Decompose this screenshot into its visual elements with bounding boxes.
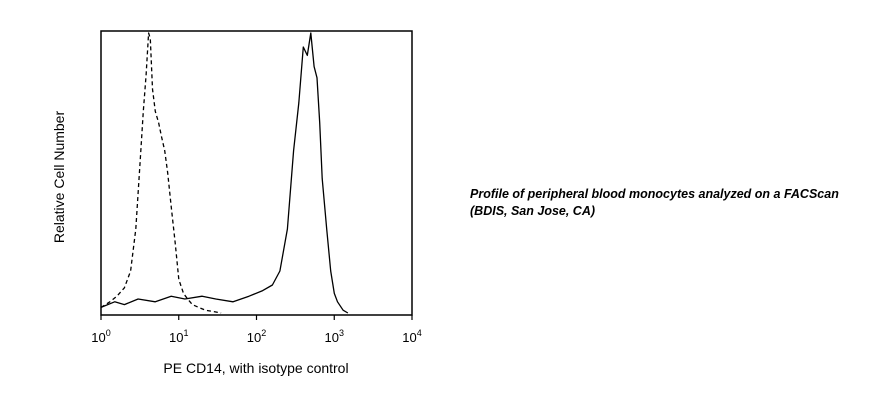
x-tick-label: 103 xyxy=(325,328,344,345)
x-tick-layer: 100 101 102 103 104 xyxy=(91,315,422,345)
x-tick-exponent: 0 xyxy=(106,328,111,338)
x-tick-label: 101 xyxy=(169,328,188,345)
x-tick-base: 10 xyxy=(169,330,183,345)
x-tick-exponent: 1 xyxy=(183,328,188,338)
isotype-control-series xyxy=(100,32,222,314)
x-tick-base: 10 xyxy=(247,330,261,345)
x-tick-exponent: 2 xyxy=(261,328,266,338)
x-tick-label: 100 xyxy=(91,328,110,345)
x-tick-base: 10 xyxy=(402,330,416,345)
series-layer xyxy=(100,32,349,314)
x-tick-base: 10 xyxy=(91,330,105,345)
plot-frame xyxy=(100,30,413,316)
x-tick-exponent: 3 xyxy=(339,328,344,338)
x-tick-label: 104 xyxy=(402,328,421,345)
x-tick-label: 102 xyxy=(247,328,266,345)
pe-cd14-series xyxy=(100,32,349,314)
y-axis-label: Relative Cell Number xyxy=(51,111,67,244)
x-tick-exponent: 4 xyxy=(417,328,422,338)
figure-caption: Profile of peripheral blood monocytes an… xyxy=(470,187,839,218)
x-axis-label: PE CD14, with isotype control xyxy=(163,360,348,376)
x-tick-base: 10 xyxy=(325,330,339,345)
